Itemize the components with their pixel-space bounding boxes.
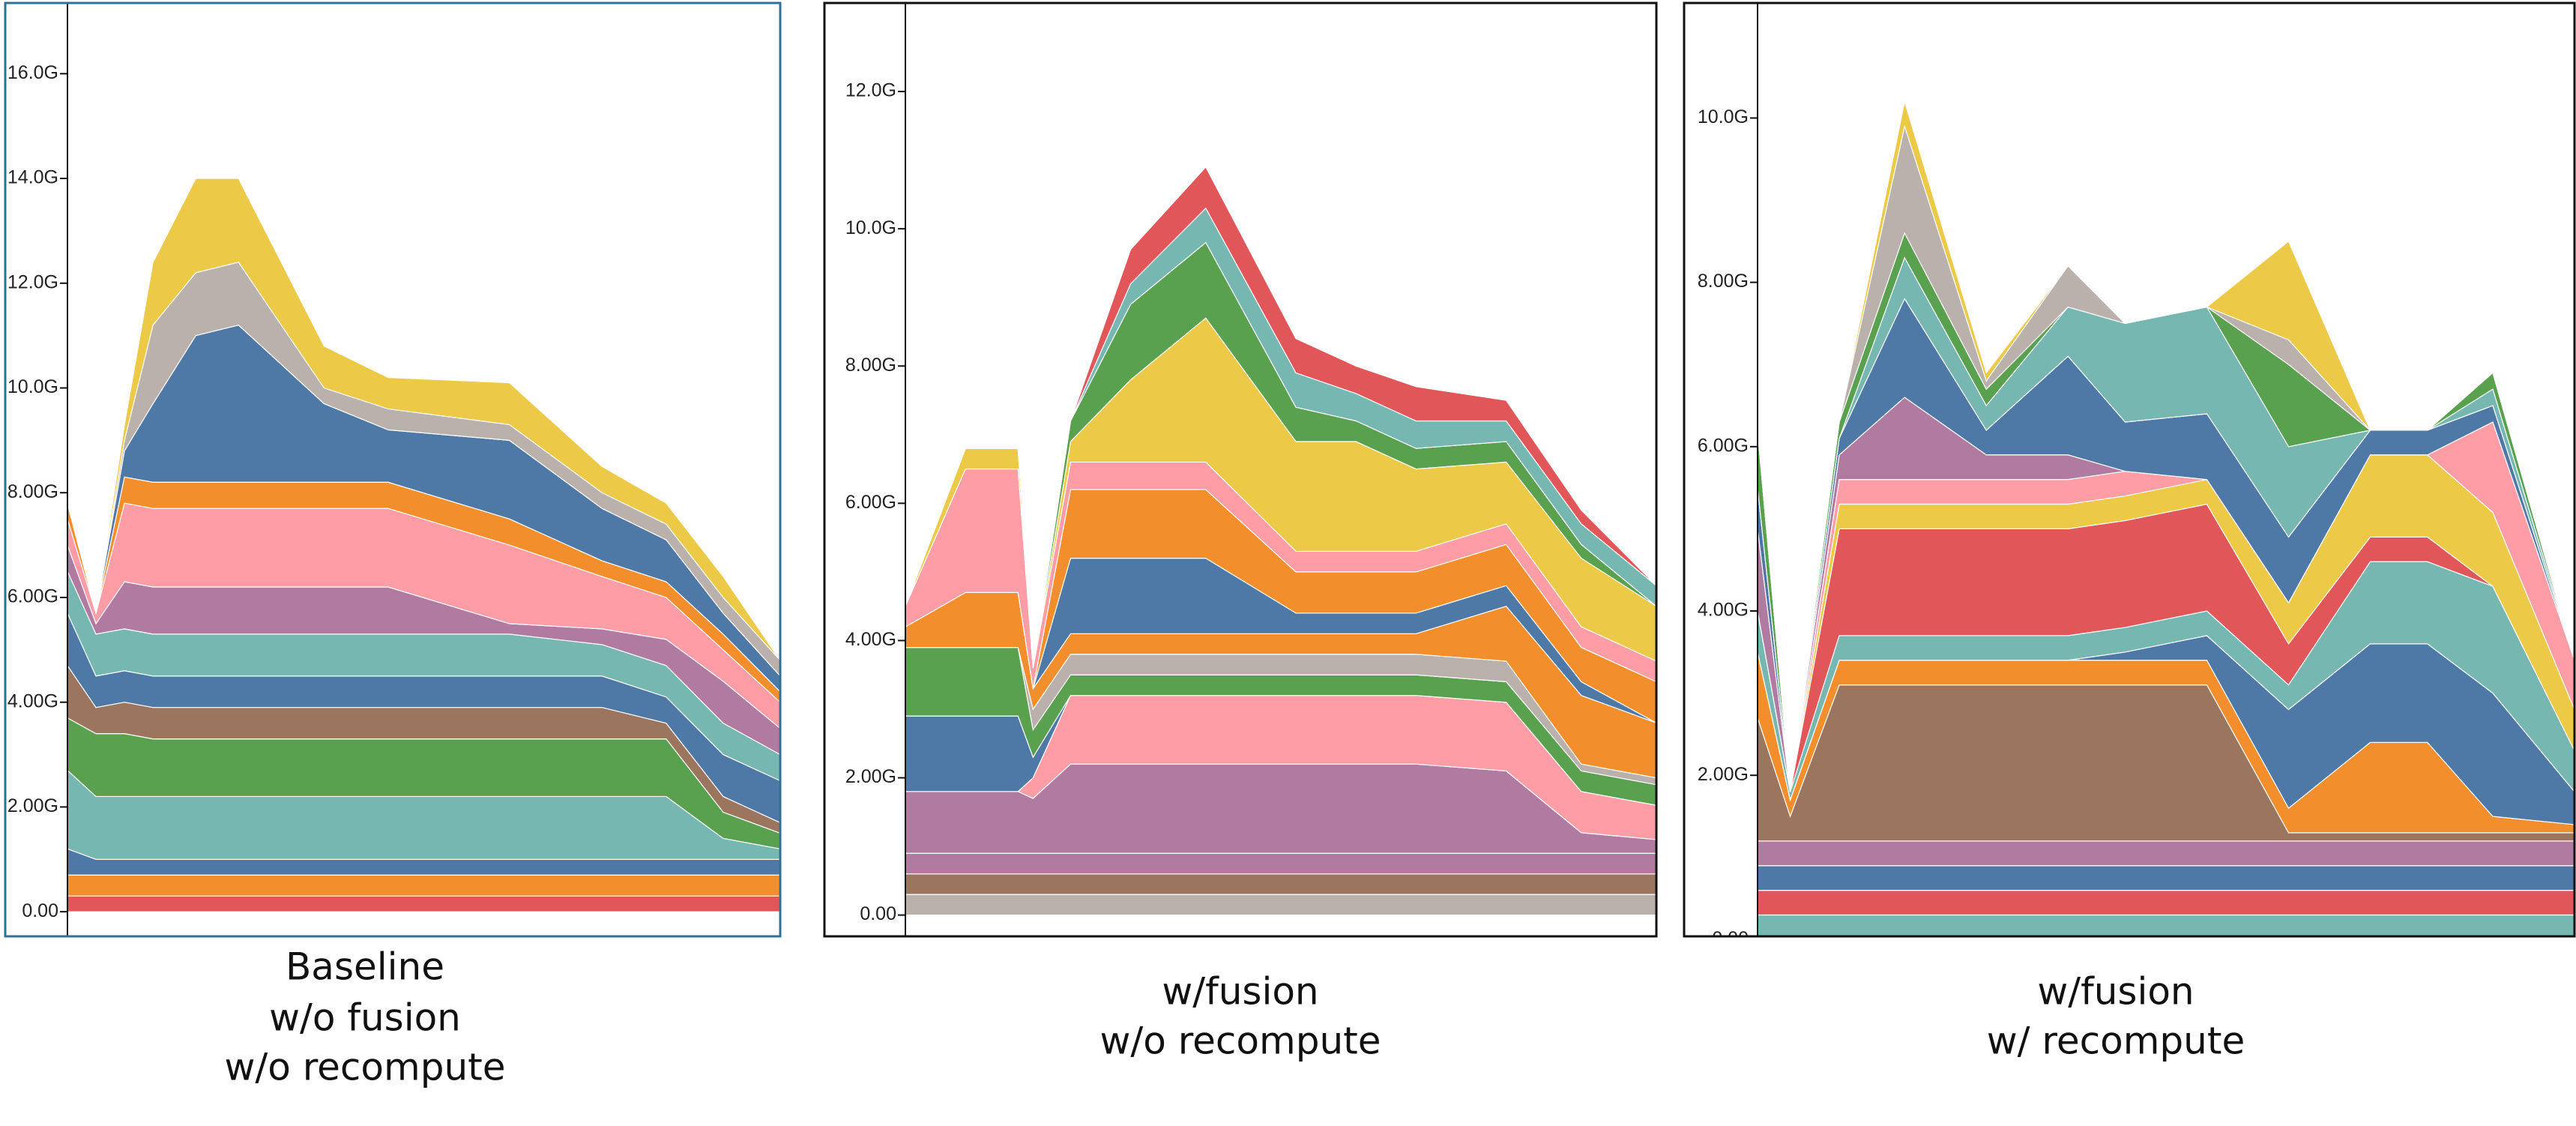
memory-area (67, 178, 780, 661)
memory-area (905, 873, 1656, 895)
plot-area (67, 178, 780, 912)
plot-area (905, 166, 1656, 916)
panel: 0.00 2.00G 4.00G 6.00G 8.00G 10.0G w/fusion w/ … (1683, 1, 2576, 1063)
y-tick-label: 8.00G (1698, 271, 1749, 292)
y-tick-label: 12.0G (7, 271, 58, 292)
y-tick-label: 16.0G (7, 62, 58, 83)
y-tick-label: 2.00G (1698, 764, 1749, 785)
y-tick-label: 8.00G (7, 481, 58, 502)
memory-area (1757, 840, 2575, 867)
memory-area (1757, 865, 2575, 891)
memory-area (905, 852, 1656, 875)
y-tick-label: 8.00G (845, 355, 896, 376)
memory-area (1757, 890, 2575, 916)
panel: 0.00 2.00G 4.00G 6.00G 8.00G 10.0G 12.0G w/fusi… (823, 1, 1658, 1063)
y-tick-label: 4.00G (7, 690, 58, 711)
y-tick-label: 12.0G (845, 80, 896, 101)
y-tick-label: 0.00 (1712, 928, 1749, 949)
y-tick-label: 2.00G (845, 766, 896, 787)
panel-caption: w/fusion (2037, 970, 2194, 1014)
y-axis: 0.00 2.00G 4.00G 6.00G 8.00G 10.0G (1698, 3, 1758, 949)
panel-caption: w/o recompute (224, 1046, 505, 1089)
panel: 0.00 2.00G 4.00G 6.00G 8.00G 10.0G 12.0G 14.0G 1… (4, 1, 782, 1089)
panel-caption: w/ recompute (1987, 1020, 2245, 1063)
y-tick-label: 0.00 (22, 900, 58, 921)
y-tick-label: 6.00G (7, 586, 58, 607)
y-tick-label: 2.00G (7, 795, 58, 816)
panel-frame (823, 1, 1658, 938)
panel-caption: w/o fusion (269, 996, 461, 1040)
y-axis: 0.00 2.00G 4.00G 6.00G 8.00G 10.0G 12.0G (845, 3, 906, 936)
y-tick-label: 4.00G (1698, 600, 1749, 621)
y-tick-label: 10.0G (1698, 106, 1749, 127)
memory-area (67, 895, 780, 912)
memory-area (1757, 101, 2575, 792)
y-tick-label: 0.00 (860, 903, 896, 924)
y-tick-label: 10.0G (845, 217, 896, 238)
panel-caption: Baseline (286, 945, 444, 989)
memory-area (905, 894, 1656, 916)
y-axis: 0.00 2.00G 4.00G 6.00G 8.00G 10.0G 12.0G 14.0G 1… (7, 3, 68, 936)
plot-area (1757, 101, 2575, 936)
y-tick-label: 6.00G (845, 492, 896, 513)
memory-area (905, 166, 1656, 669)
y-tick-label: 10.0G (7, 376, 58, 397)
y-tick-label: 4.00G (845, 629, 896, 650)
panel-frame (1683, 1, 2576, 938)
y-tick-label: 14.0G (7, 167, 58, 188)
panel-caption: w/fusion (1162, 970, 1318, 1014)
panel-frame (4, 1, 782, 938)
memory-area (67, 874, 780, 897)
panel-caption: w/o recompute (1100, 1020, 1381, 1063)
y-tick-label: 6.00G (1698, 435, 1749, 456)
